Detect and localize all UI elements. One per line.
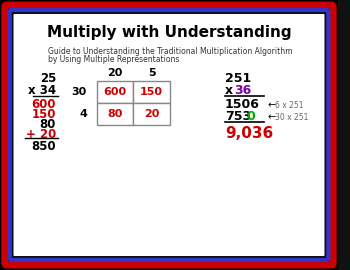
Text: 150: 150: [140, 87, 163, 97]
Bar: [97, 81, 133, 103]
Text: 30 x 251: 30 x 251: [275, 113, 309, 122]
FancyBboxPatch shape: [1, 1, 337, 269]
Text: 1506: 1506: [225, 99, 260, 112]
Text: 600: 600: [103, 87, 126, 97]
Text: x 34: x 34: [28, 85, 56, 97]
Text: Multiply with Understanding: Multiply with Understanding: [47, 25, 291, 39]
Text: 600: 600: [32, 97, 56, 110]
Text: by Using Multiple Representations: by Using Multiple Representations: [48, 56, 180, 65]
Text: Guide to Understanding the Traditional Multiplication Algorithm: Guide to Understanding the Traditional M…: [48, 48, 293, 56]
Text: 753: 753: [225, 110, 251, 123]
Text: ←: ←: [267, 100, 276, 110]
Text: 20: 20: [107, 68, 122, 78]
Bar: [133, 81, 170, 103]
Text: ←: ←: [267, 112, 276, 122]
Text: 36: 36: [234, 85, 252, 97]
Text: 0: 0: [246, 110, 255, 123]
Text: 5: 5: [148, 68, 155, 78]
Text: 25: 25: [40, 72, 56, 85]
Text: 251: 251: [225, 72, 251, 85]
Text: 30: 30: [72, 87, 87, 97]
Text: 9,036: 9,036: [225, 126, 273, 140]
Bar: [97, 103, 133, 125]
Text: + 20: + 20: [26, 127, 56, 140]
Text: 80: 80: [40, 117, 56, 130]
Bar: [133, 103, 170, 125]
FancyBboxPatch shape: [14, 14, 324, 256]
Text: 850: 850: [32, 140, 56, 154]
Text: x: x: [225, 85, 238, 97]
Text: 6 x 251: 6 x 251: [275, 100, 304, 110]
Text: 4: 4: [79, 109, 87, 119]
Text: 20: 20: [144, 109, 159, 119]
Text: 80: 80: [107, 109, 122, 119]
Text: 150: 150: [32, 107, 56, 120]
